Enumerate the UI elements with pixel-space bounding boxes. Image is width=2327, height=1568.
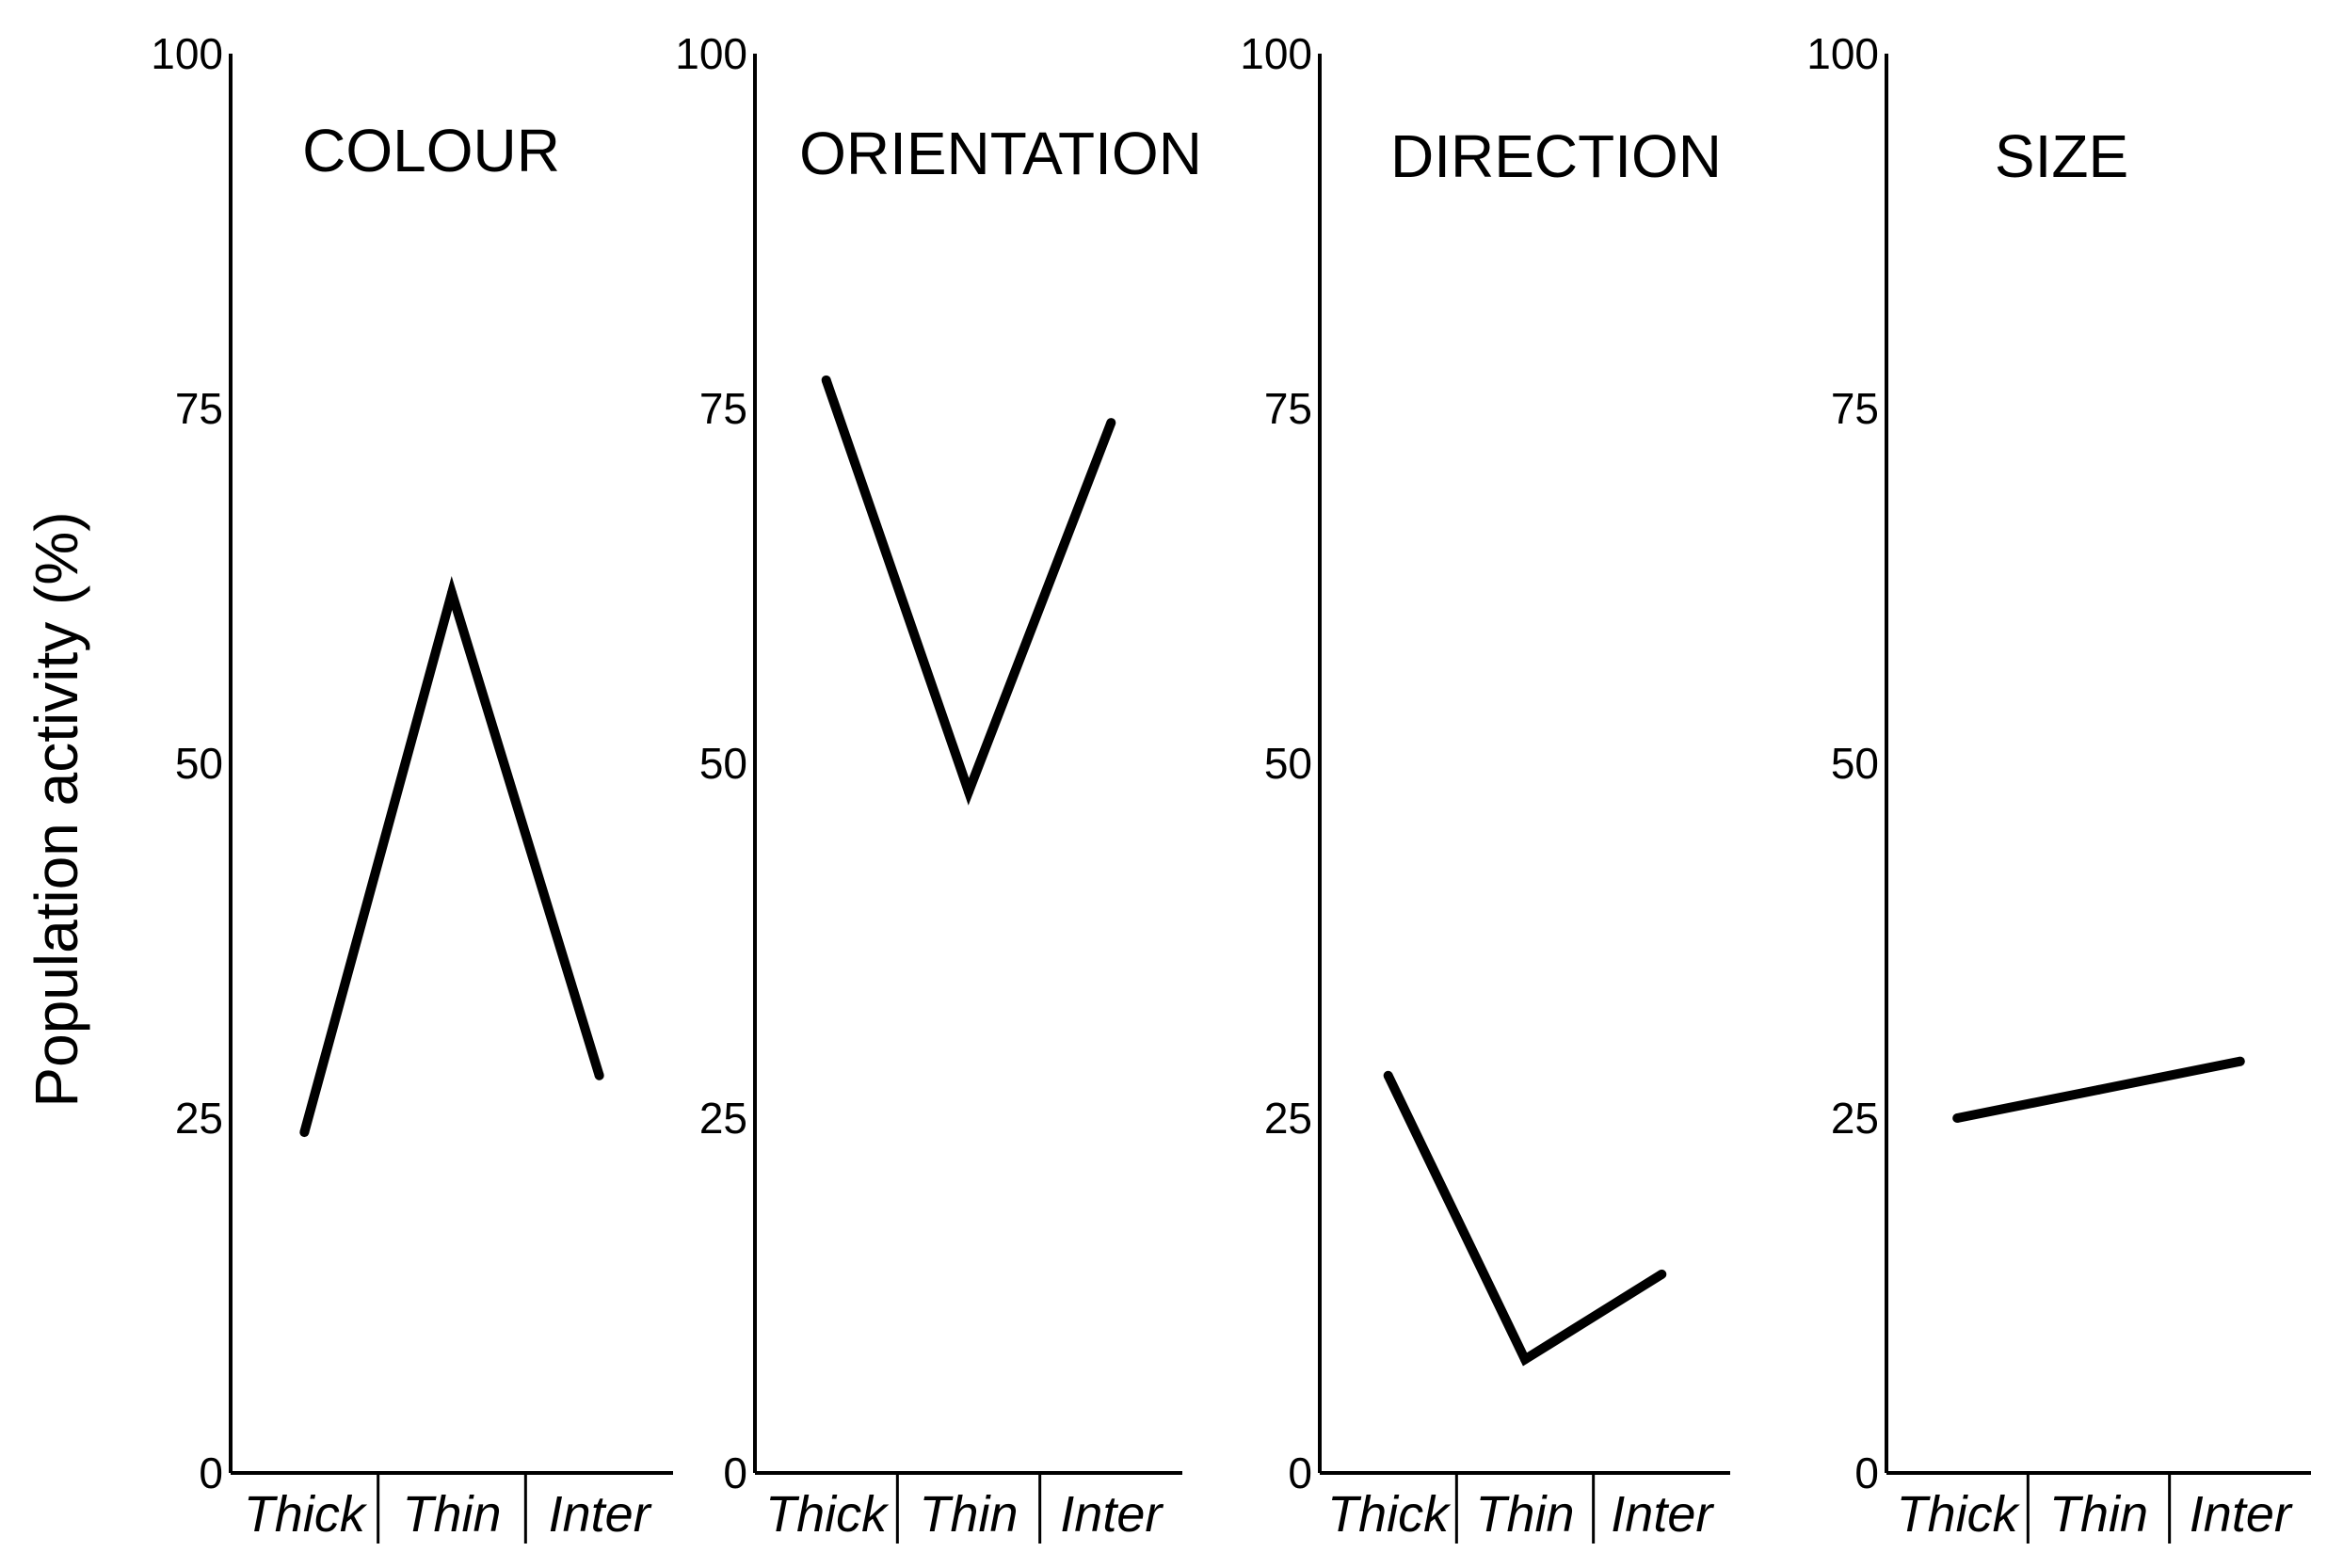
y-tick-label: 75 [699,384,747,433]
x-category-label: Inter [1060,1486,1164,1543]
data-point [1952,1113,1963,1123]
y-tick-label: 25 [1831,1094,1879,1143]
data-point [1657,1269,1667,1279]
y-tick-label: 100 [1806,29,1879,78]
y-tick-label: 100 [675,29,747,78]
x-category-label: Thin [919,1486,1018,1543]
data-point [1106,418,1116,428]
y-tick-label: 25 [1264,1094,1312,1143]
data-point [594,1070,604,1080]
x-category-label: Thin [1475,1486,1574,1543]
y-tick-label: 25 [699,1094,747,1143]
y-tick-label: 25 [175,1094,223,1143]
x-category-label: Inter [1611,1486,1714,1543]
panel-title: DIRECTION [1390,122,1722,190]
data-point [821,375,831,385]
panel-title: ORIENTATION [799,120,1202,187]
series-line [1384,1073,1664,1367]
y-tick-label: 0 [199,1448,223,1497]
x-category-label: Thick [1897,1486,2021,1543]
x-category-label: Thin [2049,1486,2148,1543]
y-tick-label: 0 [1288,1448,1312,1497]
x-category-label: Thick [1327,1486,1452,1543]
series-line [299,576,604,1134]
y-tick-label: 50 [175,739,223,788]
y-tick-label: 0 [1854,1448,1879,1497]
y-tick-label: 50 [1831,739,1879,788]
data-point [447,588,457,599]
panel-title: SIZE [1995,122,2128,190]
series-line [821,378,1115,806]
y-tick-label: 0 [723,1448,747,1497]
x-category-label: Inter [2190,1486,2293,1543]
data-point [299,1128,310,1138]
y-tick-label: 75 [175,384,223,433]
y-tick-label: 50 [1264,739,1312,788]
y-tick-label: 75 [1831,384,1879,433]
x-category-label: Inter [549,1486,652,1543]
data-point [2235,1056,2245,1066]
panel-title: COLOUR [302,117,560,184]
y-tick-label: 50 [699,739,747,788]
y-tick-label: 100 [151,29,223,78]
data-point [964,787,973,797]
y-tick-label: 75 [1264,384,1312,433]
x-category-label: Thick [244,1486,368,1543]
data-point [1383,1070,1393,1080]
data-point [2094,1084,2104,1095]
data-point [1520,1354,1530,1365]
x-category-label: Thick [765,1486,890,1543]
x-category-label: Thin [402,1486,501,1543]
y-tick-label: 100 [1240,29,1312,78]
y-axis-label: Population activity (%) [23,511,90,1107]
